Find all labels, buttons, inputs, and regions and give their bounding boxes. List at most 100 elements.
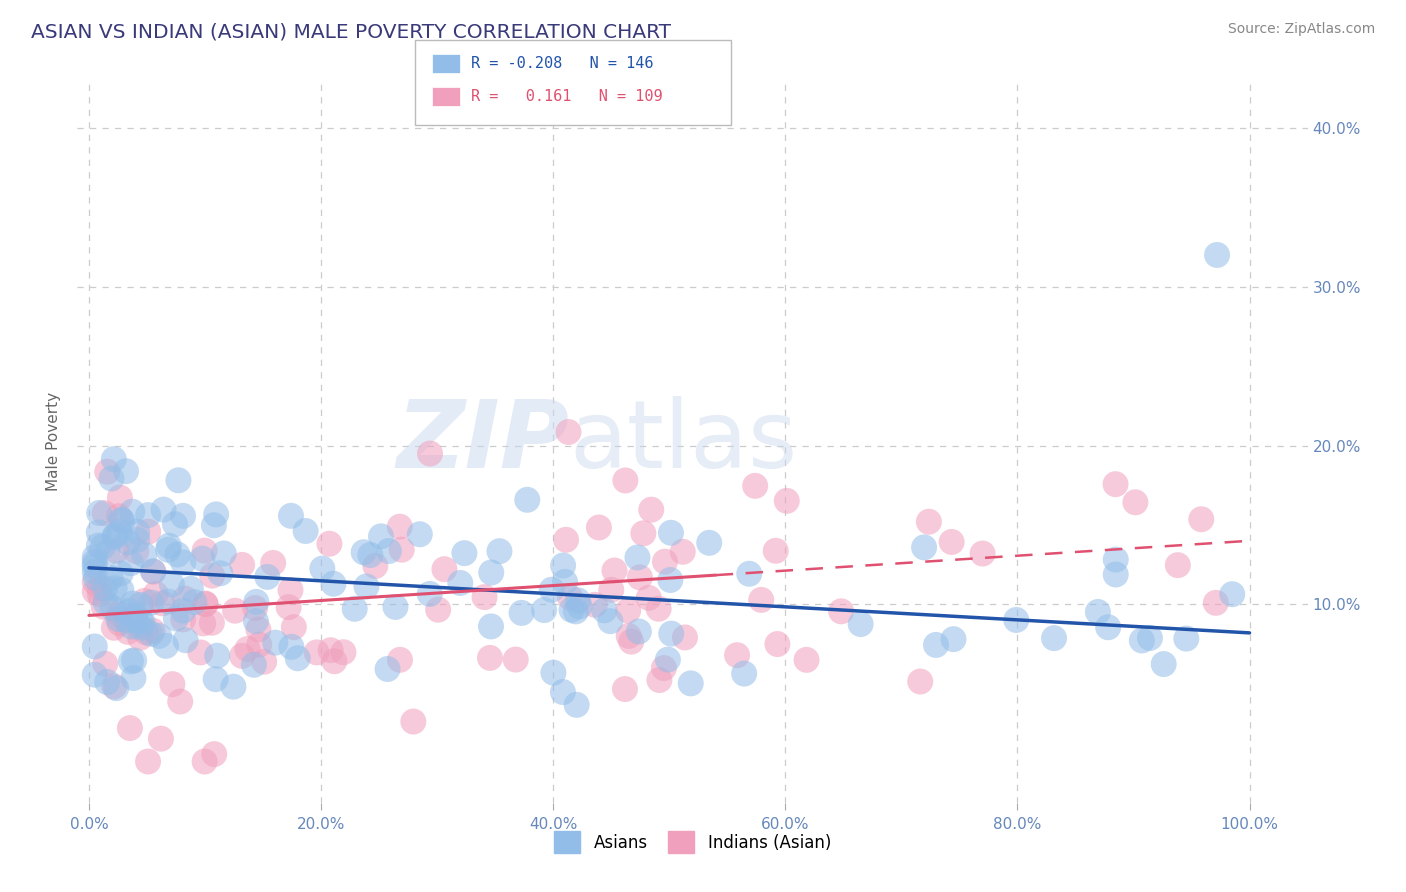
Point — [245, 595, 267, 609]
Point — [614, 474, 637, 488]
Point — [165, 611, 187, 625]
Point — [364, 558, 387, 573]
Point — [100, 471, 122, 485]
Text: atlas: atlas — [569, 395, 797, 488]
Point — [174, 633, 197, 648]
Point — [1097, 620, 1119, 634]
Point — [157, 594, 180, 608]
Point — [83, 550, 105, 565]
Point — [157, 542, 180, 557]
Point — [96, 465, 118, 479]
Point — [640, 502, 662, 516]
Point — [628, 570, 651, 584]
Point — [94, 582, 117, 596]
Point — [942, 632, 965, 647]
Point — [679, 676, 702, 690]
Point — [474, 590, 496, 604]
Point — [384, 599, 406, 614]
Point — [918, 515, 941, 529]
Point — [83, 584, 105, 599]
Point — [626, 550, 648, 565]
Point — [560, 603, 582, 617]
Point — [332, 645, 354, 659]
Y-axis label: Male Poverty: Male Poverty — [46, 392, 62, 491]
Point — [377, 662, 399, 676]
Point — [409, 527, 432, 541]
Point — [912, 541, 935, 555]
Point — [100, 571, 122, 585]
Point — [488, 544, 510, 558]
Text: R = -0.208   N = 146: R = -0.208 N = 146 — [471, 56, 654, 70]
Point — [94, 657, 117, 671]
Point — [322, 576, 344, 591]
Point — [194, 543, 217, 558]
Point — [117, 624, 139, 639]
Point — [172, 612, 194, 626]
Point — [657, 652, 679, 666]
Point — [122, 653, 145, 667]
Point — [565, 604, 588, 618]
Point — [83, 558, 105, 573]
Point — [1043, 631, 1066, 645]
Point — [87, 539, 110, 553]
Point — [83, 565, 105, 579]
Point — [776, 493, 799, 508]
Point — [121, 597, 143, 611]
Point — [256, 570, 278, 584]
Point — [617, 604, 640, 618]
Point — [127, 533, 149, 547]
Point — [202, 747, 225, 761]
Point — [204, 672, 226, 686]
Point — [427, 602, 450, 616]
Point — [647, 601, 669, 615]
Point — [180, 582, 202, 596]
Point — [97, 545, 120, 559]
Point — [172, 604, 194, 618]
Point — [1105, 552, 1128, 566]
Point — [94, 595, 117, 609]
Point — [925, 638, 948, 652]
Point — [593, 603, 616, 617]
Point — [391, 542, 413, 557]
Point — [93, 506, 115, 520]
Point — [104, 582, 127, 596]
Point — [202, 518, 225, 533]
Point — [139, 626, 162, 640]
Point — [319, 643, 342, 657]
Point — [103, 621, 125, 635]
Point — [108, 607, 131, 621]
Point — [1189, 512, 1212, 526]
Point — [749, 593, 772, 607]
Point — [155, 639, 177, 653]
Point — [941, 535, 963, 549]
Point — [87, 525, 110, 540]
Point — [135, 625, 157, 640]
Point — [201, 615, 224, 630]
Point — [637, 591, 659, 605]
Point — [104, 528, 127, 542]
Point — [224, 604, 246, 618]
Point — [738, 566, 761, 581]
Point — [402, 714, 425, 729]
Point — [96, 675, 118, 690]
Point — [136, 508, 159, 522]
Point — [190, 645, 212, 659]
Point — [115, 613, 138, 627]
Point — [654, 555, 676, 569]
Point — [89, 506, 111, 520]
Point — [264, 635, 287, 649]
Point — [169, 694, 191, 708]
Text: ASIAN VS INDIAN (ASIAN) MALE POVERTY CORRELATION CHART: ASIAN VS INDIAN (ASIAN) MALE POVERTY COR… — [31, 22, 671, 41]
Point — [555, 533, 578, 547]
Point — [194, 597, 217, 611]
Point — [478, 651, 501, 665]
Point — [91, 540, 114, 554]
Point — [599, 614, 621, 628]
Point — [231, 648, 253, 663]
Point — [129, 631, 152, 645]
Point — [516, 492, 538, 507]
Point — [558, 591, 581, 605]
Point — [551, 685, 574, 699]
Point — [659, 525, 682, 540]
Point — [540, 582, 562, 597]
